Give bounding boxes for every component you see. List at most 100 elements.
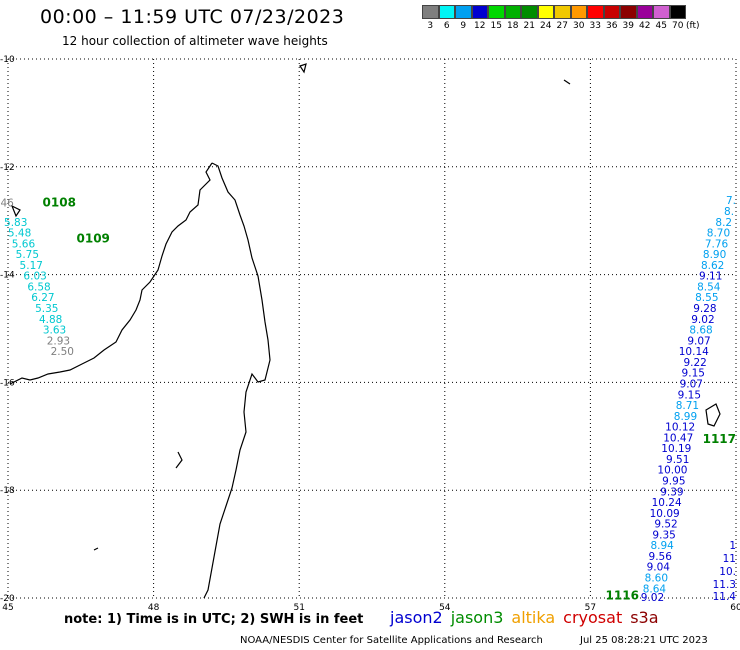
wave-height-value: 8.99 xyxy=(674,411,697,423)
legend-unit: (ft) xyxy=(686,21,700,31)
wave-height-value: 8. xyxy=(724,206,734,218)
wave-height-value: 10.24 xyxy=(652,497,682,509)
legend-swatch xyxy=(653,5,670,19)
latitude-label: -14 xyxy=(0,271,15,281)
legend-label: 42 xyxy=(639,21,651,31)
wave-height-value: 6.03 xyxy=(23,271,46,283)
legend-label: 18 xyxy=(507,21,519,31)
legend-swatch xyxy=(455,5,472,19)
pass-time-label: 0109 xyxy=(77,231,110,245)
wave-height-value: 8.70 xyxy=(707,228,730,240)
wave-height-value: 5.75 xyxy=(16,249,39,261)
wave-height-value: 9.95 xyxy=(662,475,685,487)
wave-height-value: 5.48 xyxy=(8,228,31,240)
satellite-name-jason2: jason2 xyxy=(390,608,443,627)
tromelin-islet xyxy=(563,79,571,85)
wave-height-value: 10.19 xyxy=(661,443,691,455)
wave-height-legend-labels: 3 6 9 12 15 18 21 24 27 30 33 36 39 42 45 70 (ft) xyxy=(422,21,700,31)
wave-height-value: 2.93 xyxy=(47,335,70,347)
legend-swatch xyxy=(488,5,505,19)
latitude-label: -12 xyxy=(0,163,15,173)
wave-height-value: 9.02 xyxy=(641,592,664,604)
wave-height-value: 10.00 xyxy=(657,465,687,477)
wave-height-value: 8.62 xyxy=(701,260,724,272)
latitude-label: -10 xyxy=(0,55,15,65)
generated-timestamp: Jul 25 08:28:21 UTC 2023 xyxy=(580,635,708,646)
satellite-name-cryosat: cryosat xyxy=(563,608,623,627)
wave-height-value: 7.76 xyxy=(705,238,729,250)
wave-height-value: 9.51 xyxy=(666,454,689,466)
legend-swatch xyxy=(587,5,604,19)
legend-label: 3 xyxy=(427,21,434,31)
legend-swatch xyxy=(554,5,571,19)
wave-height-value: 11.4 xyxy=(713,591,737,603)
satellite-name-jason3: jason3 xyxy=(450,608,504,627)
longitude-label: 51 xyxy=(293,603,304,613)
wave-height-value: 11 xyxy=(723,553,736,565)
wave-height-value: 6.58 xyxy=(27,281,50,293)
pass-time-label: 1116 xyxy=(606,588,639,602)
legend-swatch xyxy=(636,5,653,19)
reunion-island xyxy=(705,403,721,427)
credit-text: NOAA/NESDIS Center for Satellite Applica… xyxy=(240,635,543,646)
legend-label: 39 xyxy=(622,21,634,31)
pass-time-label: 0108 xyxy=(43,195,76,209)
madagascar-coastline xyxy=(9,162,271,599)
wave-height-value: 8.2 xyxy=(715,217,732,229)
north-islet xyxy=(299,63,307,74)
wave-height-value: 8.68 xyxy=(689,325,712,337)
longitude-label: 48 xyxy=(148,603,160,613)
wave-height-value: 10.12 xyxy=(665,422,695,434)
wave-height-value: 8.54 xyxy=(697,281,721,293)
wave-height-value: 9.22 xyxy=(683,357,706,369)
legend-swatch xyxy=(504,5,521,19)
wave-height-value: 5.35 xyxy=(35,303,58,315)
legend-label: 36 xyxy=(606,21,618,31)
legend-swatch xyxy=(669,5,686,19)
legend-swatch xyxy=(438,5,455,19)
pass-time-label: 1117 xyxy=(703,432,736,446)
legend-label: 9 xyxy=(460,21,467,31)
legend-label: 27 xyxy=(556,21,568,31)
footer-note: note: 1) Time is in UTC; 2) SWH is in fe… xyxy=(64,612,364,627)
latitude-label: -18 xyxy=(0,486,15,496)
latitude-label: -20 xyxy=(0,594,15,604)
wave-height-value: 7. xyxy=(726,195,736,207)
wave-height-value: 8.64 xyxy=(643,583,667,595)
legend-label: 24 xyxy=(540,21,552,31)
wave-height-value: 9.15 xyxy=(678,389,701,401)
wave-height-value: 5.17 xyxy=(20,260,43,272)
west-islet xyxy=(175,451,183,469)
south-islet xyxy=(93,547,99,551)
wave-height-value: 10.47 xyxy=(663,432,693,444)
wave-height-value: 2.50 xyxy=(51,346,74,358)
longitude-label: 60 xyxy=(730,603,740,613)
satellite-name-altika: altika xyxy=(511,608,556,627)
comoros-islet xyxy=(10,204,21,218)
legend-swatch xyxy=(422,5,439,19)
wave-height-value: 9.02 xyxy=(691,314,714,326)
wave-height-value: 9.07 xyxy=(680,378,703,390)
legend-label: 6 xyxy=(443,21,450,31)
legend-label: 45 xyxy=(655,21,667,31)
wave-height-value: 3.63 xyxy=(43,325,66,337)
satellite-legend: jason2 jason3 altika cryosat s3a xyxy=(390,608,667,627)
wave-height-value: 5.83 xyxy=(4,217,27,229)
wave-height-value: 8.71 xyxy=(676,400,699,412)
wave-height-value: 8.55 xyxy=(695,292,718,304)
wave-height-value: 10. xyxy=(719,566,736,578)
wave-height-value: 9.39 xyxy=(660,486,683,498)
legend-swatch xyxy=(570,5,587,19)
map-title: 00:00 – 11:59 UTC 07/23/2023 xyxy=(40,6,345,28)
coastline xyxy=(9,63,721,599)
wave-height-value: 6.27 xyxy=(31,292,54,304)
wave-height-value: 11.3 xyxy=(713,579,736,591)
wave-height-tracks: 2.46 0108 5.835.485.665.755.176.036.586.27… xyxy=(0,195,736,604)
wave-height-value: 2.46 xyxy=(0,197,14,209)
legend-swatch xyxy=(537,5,554,19)
satellite-name-s3a: s3a xyxy=(630,608,659,627)
wave-height-value: 8.60 xyxy=(645,573,668,585)
